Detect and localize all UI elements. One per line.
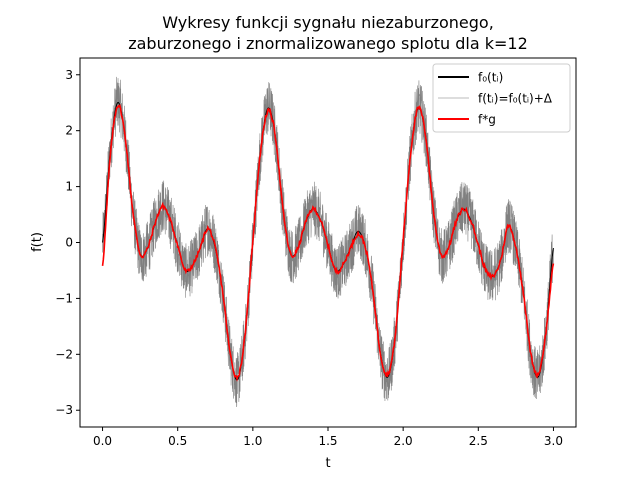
x-axis: 0.0 0.5 1.0 1.5 2.0 2.5 3.0 xyxy=(93,427,563,448)
x-tick-label: 2.5 xyxy=(469,434,488,448)
y-tick-label: 1 xyxy=(65,180,73,194)
y-tick-label: 0 xyxy=(65,236,73,250)
series-layer xyxy=(101,76,555,408)
y-axis-label: f(t) xyxy=(30,232,45,252)
legend-label-convolution: f*g xyxy=(478,113,496,127)
y-tick-label: 2 xyxy=(65,124,73,138)
x-tick-label: 1.5 xyxy=(318,434,337,448)
x-tick-label: 0.5 xyxy=(168,434,187,448)
x-tick-label: 2.0 xyxy=(394,434,413,448)
y-tick-label: 3 xyxy=(65,68,73,82)
series-convolution-line xyxy=(101,103,555,382)
plot-data-layer xyxy=(101,76,555,408)
chart-title-line-1: Wykresy funkcji sygnału niezaburzonego, xyxy=(162,13,494,32)
legend-label-clean-signal: f₀(tᵢ) xyxy=(478,71,503,85)
chart-title-line-2: zaburzonego i znormalizowanego splotu dl… xyxy=(128,34,528,53)
x-tick-label: 1.0 xyxy=(243,434,262,448)
legend-box xyxy=(432,63,571,133)
legend: f₀(tᵢ) f(tᵢ)=f₀(tᵢ)+Δ f*g xyxy=(432,63,571,133)
x-axis-label: t xyxy=(325,456,330,471)
series-noisy-signal-line xyxy=(102,76,554,408)
y-tick-label: −3 xyxy=(55,403,73,417)
y-tick-label: −1 xyxy=(55,291,73,305)
legend-label-noisy-signal: f(tᵢ)=f₀(tᵢ)+Δ xyxy=(478,92,553,106)
x-tick-label: 0.0 xyxy=(93,434,112,448)
x-tick-label: 3.0 xyxy=(544,434,563,448)
y-axis: −3 −2 −1 0 1 2 3 xyxy=(55,68,80,417)
y-tick-label: −2 xyxy=(55,347,73,361)
